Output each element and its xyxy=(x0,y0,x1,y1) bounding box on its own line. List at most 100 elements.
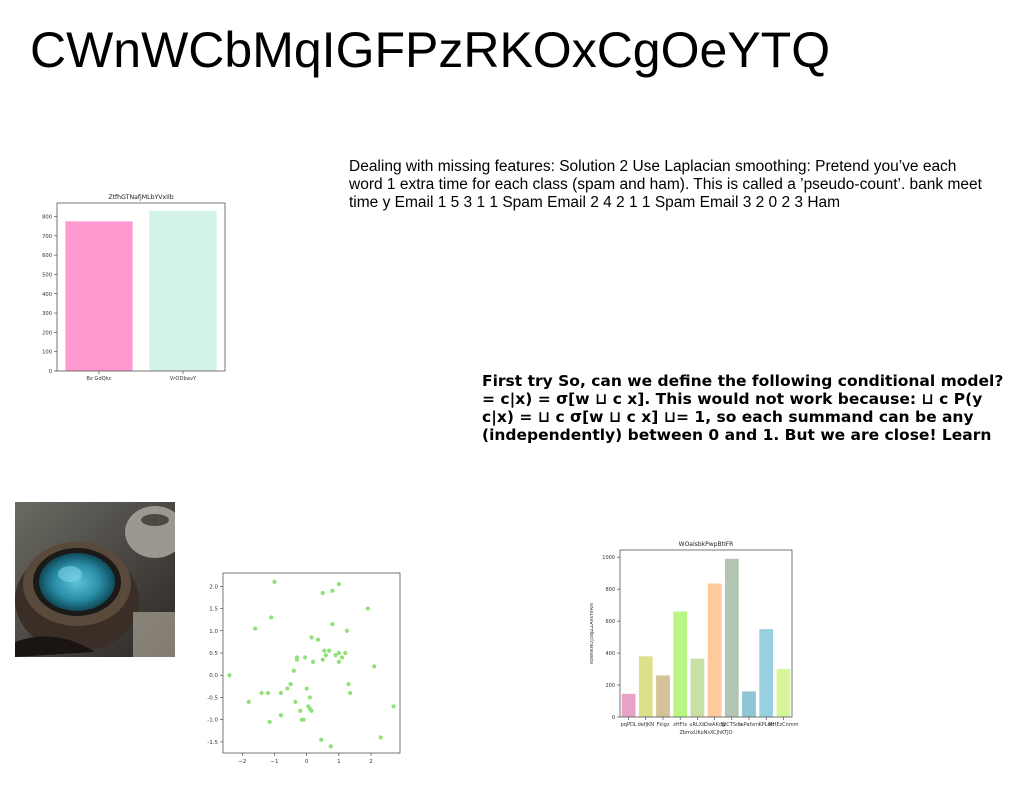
scatter-point xyxy=(336,582,341,587)
scatter-point xyxy=(333,653,338,658)
bar xyxy=(149,210,217,371)
y-tick-label: -0.5 xyxy=(207,695,218,701)
x-tick-label: 1 xyxy=(337,759,341,765)
scatter-point xyxy=(311,659,316,664)
scatter-point xyxy=(272,579,277,584)
y-tick-label: 600 xyxy=(605,619,615,625)
y-tick-label: 400 xyxy=(605,651,615,657)
tea-photo xyxy=(15,502,175,657)
y-tick-label: 0 xyxy=(612,715,615,721)
scatter-point xyxy=(323,653,329,658)
x-tick-label: VrODbavY xyxy=(170,376,197,382)
y-tick-label: -1.5 xyxy=(207,740,218,746)
scatter-point xyxy=(309,708,314,713)
y-tick-label: 500 xyxy=(42,272,52,278)
scatter-point xyxy=(336,650,341,656)
x-tick-label: 2 xyxy=(369,759,373,765)
y-tick-label: 800 xyxy=(42,215,52,221)
scatter-point xyxy=(304,686,309,691)
x-tick-label: pqPDL xyxy=(621,722,637,728)
scatter-point xyxy=(328,744,333,749)
bar-chart-1-svg: 0 100 200 300 400 500 600 700 800 Bz GdQkc VrODbav… xyxy=(42,194,226,382)
slide-title: CWnWCbMqIGFPzRKOxCgOeYTQ xyxy=(30,22,831,78)
scatter-point xyxy=(348,690,353,696)
y-tick-label: 1.0 xyxy=(209,629,218,635)
scatter-point xyxy=(278,713,284,718)
scatter-point xyxy=(336,659,341,664)
y-tick-label: 1.5 xyxy=(209,607,218,613)
scatter-point xyxy=(302,655,308,660)
y-tick-label: 200 xyxy=(605,683,615,689)
scatter-point xyxy=(269,615,274,620)
y-tick-label: 0.0 xyxy=(209,673,218,679)
bar xyxy=(707,583,722,717)
chart-title: ZtfhGTNafjMLbYVxIlb xyxy=(108,194,173,201)
y-tick-label: 100 xyxy=(42,350,52,356)
scatter-point xyxy=(307,695,312,700)
scatter-point xyxy=(365,606,370,611)
scatter-point xyxy=(291,668,296,673)
y-tick-label: 300 xyxy=(42,311,52,317)
scatter-point xyxy=(330,588,335,593)
y-tick-label: 0.5 xyxy=(209,651,218,657)
scatter-point xyxy=(246,699,251,704)
plot-frame xyxy=(222,572,401,754)
scatter-point xyxy=(288,682,293,687)
x-axis-label: ZbmxUKoNsXCJhKTJO xyxy=(679,730,732,736)
scatter-point xyxy=(293,699,298,704)
y-axis-label: koeNkNOjSdJZZAkvnfRN xyxy=(590,603,595,664)
scatter-point xyxy=(344,628,349,633)
scatter-point xyxy=(391,704,396,709)
scatter-point xyxy=(319,737,324,742)
scatter-point xyxy=(278,690,284,696)
bar xyxy=(638,656,653,717)
x-tick-label: −1 xyxy=(270,759,278,765)
scatter-point xyxy=(327,648,332,653)
scatter-point xyxy=(339,655,345,660)
scatter-point xyxy=(298,708,303,713)
y-tick-label: 400 xyxy=(42,292,52,298)
bar xyxy=(724,558,739,717)
scatter-point xyxy=(265,690,271,696)
y-tick-label: 1000 xyxy=(602,555,615,561)
x-tick-label: WCTSda xyxy=(721,722,742,728)
x-tick-label: defjKN xyxy=(638,722,655,728)
scatter-point xyxy=(346,682,351,687)
scatter-point xyxy=(320,590,325,596)
y-tick-label: -1.0 xyxy=(207,718,218,724)
bar-chart-1: 0 100 200 300 400 500 600 700 800 Bz GdQkc VrODbav… xyxy=(30,190,240,385)
x-tick-label: Fkigz xyxy=(657,722,670,728)
scatter-point xyxy=(309,635,314,640)
bar xyxy=(690,658,705,717)
y-tick-label: 700 xyxy=(42,234,52,240)
y-tick-label: 2.0 xyxy=(209,584,218,590)
bar xyxy=(742,691,756,717)
scatter-point xyxy=(267,719,272,724)
x-tick-label: MHEzCnmm xyxy=(768,722,798,728)
scatter-point xyxy=(259,690,264,696)
text-block-conditional-model: First try So, can we define the followin… xyxy=(482,372,1004,444)
plot-frame xyxy=(619,549,793,718)
plot-frame xyxy=(56,202,226,372)
x-tick-label: tsPafsm xyxy=(739,722,759,728)
scatter-chart-svg: -1.5 -1.0 -0.5 0.0 0.5 1.0 1.5 2.0 −2 −1 0 1 2 xyxy=(207,572,401,765)
y-tick-label: 200 xyxy=(42,330,52,336)
scatter-point xyxy=(253,626,258,631)
x-tick-label: uRLXb xyxy=(689,722,705,728)
scatter-chart: -1.5 -1.0 -0.5 0.0 0.5 1.0 1.5 2.0 −2 −1 0 1 2 xyxy=(195,568,410,773)
text-block-laplacian: Dealing with missing features: Solution … xyxy=(349,158,982,211)
scatter-point xyxy=(330,622,335,627)
scatter-point xyxy=(322,648,327,653)
scatter-point xyxy=(343,650,348,656)
bar xyxy=(65,221,133,371)
bar xyxy=(759,629,774,717)
scatter-point xyxy=(378,735,383,740)
x-tick-label: zHFts xyxy=(673,722,687,728)
bar xyxy=(776,669,791,717)
y-tick-label: 0 xyxy=(49,369,52,375)
scatter-point xyxy=(320,657,325,662)
scatter-point xyxy=(285,686,290,691)
x-tick-label: 0 xyxy=(305,759,309,765)
x-tick-label: KPLdd xyxy=(758,722,773,728)
y-tick-label: 600 xyxy=(42,253,52,259)
